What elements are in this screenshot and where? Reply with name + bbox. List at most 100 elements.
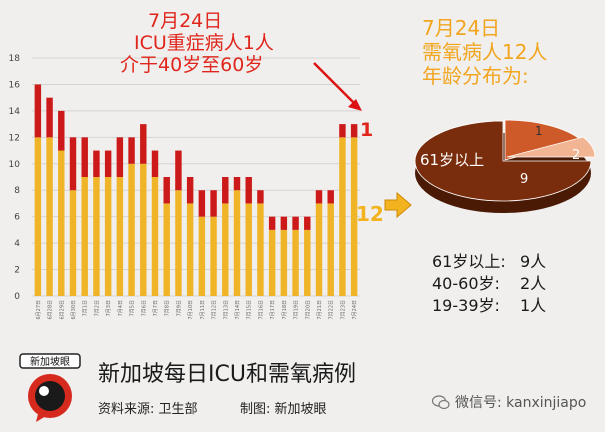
oxygen-value-label: 12 (356, 202, 384, 226)
x-tick-label: 7月7日 (153, 300, 159, 316)
x-tick-label: 7月14日 (235, 300, 241, 320)
x-tick-label: 7月24日 (352, 300, 358, 320)
x-tick-label: 7月12日 (212, 300, 218, 320)
bar-icu (163, 177, 170, 204)
x-tick-label: 7月6日 (141, 300, 147, 316)
bar-oxygen (304, 229, 311, 296)
bar-oxygen (175, 190, 182, 296)
bar-icu (104, 150, 112, 177)
page-title: 新加坡每日ICU和需氧病例 (98, 362, 356, 387)
icu-arrow (313, 62, 362, 111)
bar-oxygen (186, 203, 194, 296)
bar-oxygen (350, 137, 358, 296)
bar-oxygen (140, 163, 147, 296)
icu-date: 7月24日 (148, 10, 223, 32)
stacked-bar-chart: 0 2 4 6 8 10 12 14 16 18 6月27日 6月28日 6月29日 6月30日 7月1日 7… (9, 54, 360, 320)
x-tick-label: 7月11日 (200, 300, 206, 320)
bar-icu (257, 190, 264, 204)
x-tick-label: 7月1日 (83, 300, 89, 316)
age-row: 40-60岁: 2人 (432, 270, 547, 293)
x-tick-label: 7月19日 (294, 300, 300, 320)
bar-icu (140, 124, 147, 164)
pie-value-9: 9 (520, 172, 528, 187)
x-tick-label: 7月9日 (176, 300, 182, 316)
pie-label-61plus: 61岁以上 (420, 151, 484, 169)
bar-icu (233, 177, 241, 191)
x-tick-label: 7月21日 (317, 300, 323, 320)
x-tick-label: 7月20日 (305, 300, 311, 320)
icu-value-label: 1 (360, 119, 374, 141)
age-count: 1人 (520, 296, 547, 315)
bar-icu (58, 110, 65, 151)
y-tick-label: 4 (14, 239, 20, 249)
bar-oxygen (257, 203, 264, 296)
bar-oxygen (151, 177, 159, 296)
bar-icu (46, 97, 53, 138)
pie-title-caption: 年龄分布为: (422, 64, 529, 88)
age-breakdown-list: 61岁以上: 9人 40-60岁: 2人 19-39岁: 1人 (432, 248, 547, 315)
x-tick-label: 7月18日 (282, 300, 288, 320)
bar-oxygen (116, 177, 124, 296)
bar-oxygen (292, 229, 299, 296)
wechat-icon (432, 394, 450, 409)
bar-icu (222, 177, 229, 204)
bar-icu (327, 190, 334, 204)
bar-icu (34, 84, 42, 138)
bar-oxygen (93, 177, 100, 296)
logo-text: 新加坡眼 (30, 355, 70, 368)
age-row: 19-39岁: 1人 (432, 292, 547, 315)
bar-icu (350, 124, 358, 138)
pie-title-date: 7月24日 (422, 16, 501, 40)
y-tick-label: 14 (9, 107, 21, 117)
bar-icu (175, 150, 182, 191)
icu-count: ICU重症病人1人 (134, 32, 274, 54)
pie-value-1: 1 (535, 124, 543, 138)
x-tick-label: 7月5日 (130, 300, 136, 316)
age-count: 2人 (520, 274, 547, 293)
bar-oxygen (104, 177, 112, 296)
y-tick-label: 10 (9, 160, 21, 170)
bar-icu (245, 177, 252, 204)
bar-icu (210, 190, 217, 217)
xinjiapoyan-logo: 新加坡眼 (18, 352, 82, 424)
bar-icu (151, 150, 159, 177)
bar-icu (186, 177, 194, 204)
x-tick-label: 7月17日 (270, 300, 276, 320)
oxygen-arrow-icon (384, 191, 412, 219)
bar-oxygen (128, 163, 135, 296)
x-tick-label: 7月3日 (106, 300, 112, 316)
bar-icu (280, 216, 288, 230)
bar-icu (93, 150, 100, 177)
bar-icu (81, 137, 88, 177)
bar-oxygen (198, 216, 206, 296)
x-tick-label: 7月22日 (329, 300, 335, 320)
x-tick-label: 6月28日 (48, 300, 54, 320)
bar-icu (128, 137, 135, 164)
bar-icu (304, 216, 311, 230)
y-tick-label: 0 (14, 292, 20, 302)
pie-value-2: 2 (572, 148, 580, 163)
bar-oxygen (222, 203, 229, 296)
bar-icu (292, 216, 299, 230)
y-tick-label: 8 (14, 186, 20, 196)
bar-icu (315, 190, 323, 204)
x-tick-label: 7月4日 (118, 300, 124, 316)
x-tick-label: 7月2日 (94, 300, 100, 316)
bar-icu (339, 124, 346, 138)
y-tick-label: 6 (14, 213, 20, 223)
bar-oxygen (339, 137, 346, 296)
x-tick-label: 6月30日 (71, 300, 77, 320)
icu-age-range: 介于40岁至60岁 (120, 54, 264, 76)
x-tick-label: 6月27日 (36, 300, 42, 320)
bar-oxygen (69, 190, 77, 296)
x-tick-label: 6月29日 (59, 300, 65, 320)
bar-oxygen (233, 190, 241, 296)
bar-oxygen (81, 177, 88, 296)
age-row: 61岁以上: 9人 (432, 248, 546, 271)
pie-slice-61plus (414, 120, 592, 202)
y-tick-label: 16 (9, 80, 21, 90)
x-tick-label: 7月13日 (223, 300, 229, 320)
y-tick-label: 2 (14, 266, 20, 276)
chart-maker: 制图: 新加坡眼 (240, 402, 327, 417)
bar-icu (268, 216, 276, 230)
